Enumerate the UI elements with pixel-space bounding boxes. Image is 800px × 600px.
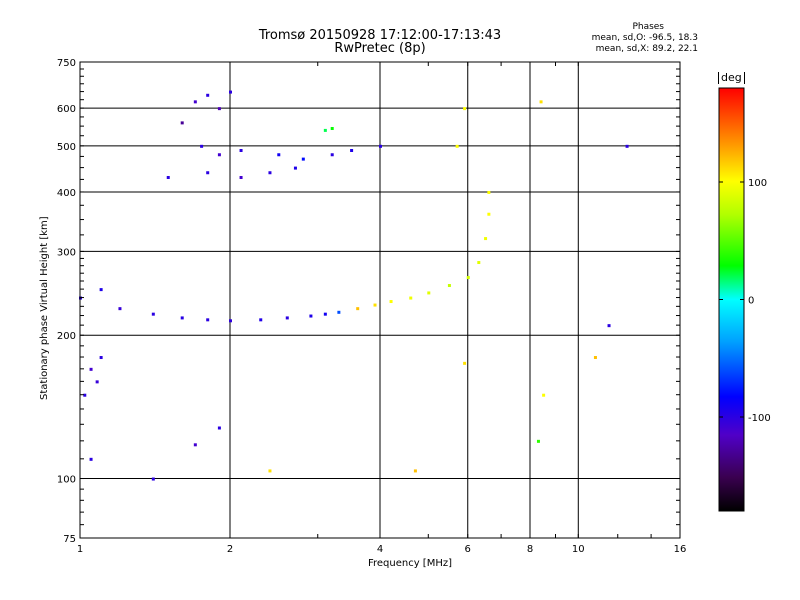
colorbar-unit: deg: [718, 72, 745, 84]
y-tick-label: 300: [57, 247, 76, 258]
data-point: [539, 100, 543, 104]
colorbar-gradient: [719, 88, 744, 511]
data-point: [99, 356, 103, 360]
x-axis-label: Frequency [MHz]: [367, 558, 453, 569]
data-point: [389, 300, 393, 304]
data-point: [323, 128, 327, 132]
colorbar: 100 0 -100: [718, 87, 771, 512]
data-point: [350, 148, 354, 152]
grid-layer: [80, 62, 680, 538]
data-point: [484, 237, 488, 241]
data-point: [477, 261, 481, 265]
data-point: [463, 361, 467, 365]
data-point: [217, 107, 221, 111]
data-point: [427, 291, 431, 295]
data-point: [239, 175, 243, 179]
data-point: [95, 380, 99, 384]
data-point: [118, 307, 122, 311]
data-point: [268, 469, 272, 473]
data-point: [323, 312, 327, 316]
data-point: [330, 153, 334, 157]
x-tick-label: 16: [674, 544, 687, 555]
y-tick-label: 75: [63, 534, 76, 545]
data-point: [625, 144, 629, 148]
data-point: [200, 144, 204, 148]
data-point: [536, 439, 540, 443]
y-tick-label: 200: [57, 331, 76, 342]
data-point: [301, 157, 305, 161]
stats-heading: Phases: [632, 22, 664, 32]
axes: 1 2 4 6 8 10 16 75 100 200 300 400 500 600 750: [57, 58, 686, 555]
data-point: [379, 144, 382, 148]
data-point: [217, 426, 221, 430]
data-point: [337, 310, 341, 314]
data-point: [206, 93, 210, 97]
data-point: [229, 90, 232, 94]
x-tick-label: 8: [527, 544, 533, 555]
data-point: [409, 296, 413, 300]
y-tick-label: 100: [57, 475, 76, 486]
data-point: [166, 175, 170, 179]
data-point: [542, 393, 546, 397]
y-axis-label: Stationary phase Virtual Height [km]: [39, 216, 50, 400]
stats-x-mode: mean, sd,X: 89.2, 22.1: [595, 44, 698, 54]
data-point: [330, 127, 334, 131]
x-tick-label: 6: [465, 544, 471, 555]
data-point: [466, 276, 470, 280]
data-point: [193, 100, 197, 104]
data-point: [356, 307, 360, 311]
data-point: [180, 121, 184, 125]
data-point: [463, 107, 467, 111]
data-point: [447, 284, 451, 288]
data-point: [151, 477, 155, 481]
colorbar-frame: [718, 87, 745, 512]
data-point: [413, 469, 417, 473]
data-point: [293, 166, 297, 170]
stats-o-mode: mean, sd,O: -96.5, 18.3: [591, 33, 698, 43]
data-point: [217, 153, 221, 157]
y-tick-label: 400: [57, 188, 76, 199]
chart-title-line2: RwPretec (8p): [334, 41, 426, 56]
data-point: [239, 148, 243, 152]
data-point: [277, 153, 281, 157]
x-tick-label: 4: [377, 544, 383, 555]
y-tick-label: 750: [57, 58, 76, 69]
data-point: [373, 303, 377, 307]
colorbar-tick-label: -100: [748, 413, 771, 424]
data-point: [193, 443, 197, 447]
x-tick-label: 1: [77, 544, 83, 555]
y-tick-label: 600: [57, 104, 76, 115]
data-point: [593, 356, 597, 360]
data-point: [99, 288, 103, 292]
data-point: [229, 319, 232, 323]
data-point: [285, 316, 289, 320]
data-point: [83, 393, 87, 397]
x-tick-label: 2: [227, 544, 233, 555]
data-point: [487, 190, 491, 194]
data-point: [607, 324, 611, 328]
data-point: [487, 212, 491, 216]
data-point: [206, 171, 210, 175]
data-point: [89, 457, 93, 461]
y-tick-label: 500: [57, 142, 76, 153]
data-point: [151, 312, 155, 316]
x-tick-label: 10: [572, 544, 585, 555]
data-point: [89, 367, 93, 371]
data-point: [180, 316, 184, 320]
colorbar-tick-label: 0: [748, 296, 754, 307]
data-point: [206, 318, 210, 322]
data-point: [455, 144, 459, 148]
chart-title-line1: Tromsø 20150928 17:12:00-17:13:43: [258, 28, 502, 43]
colorbar-tick-label: 100: [748, 178, 767, 189]
data-point: [259, 318, 263, 322]
data-points: [79, 90, 629, 481]
data-point: [309, 314, 313, 318]
data-point: [268, 171, 272, 175]
